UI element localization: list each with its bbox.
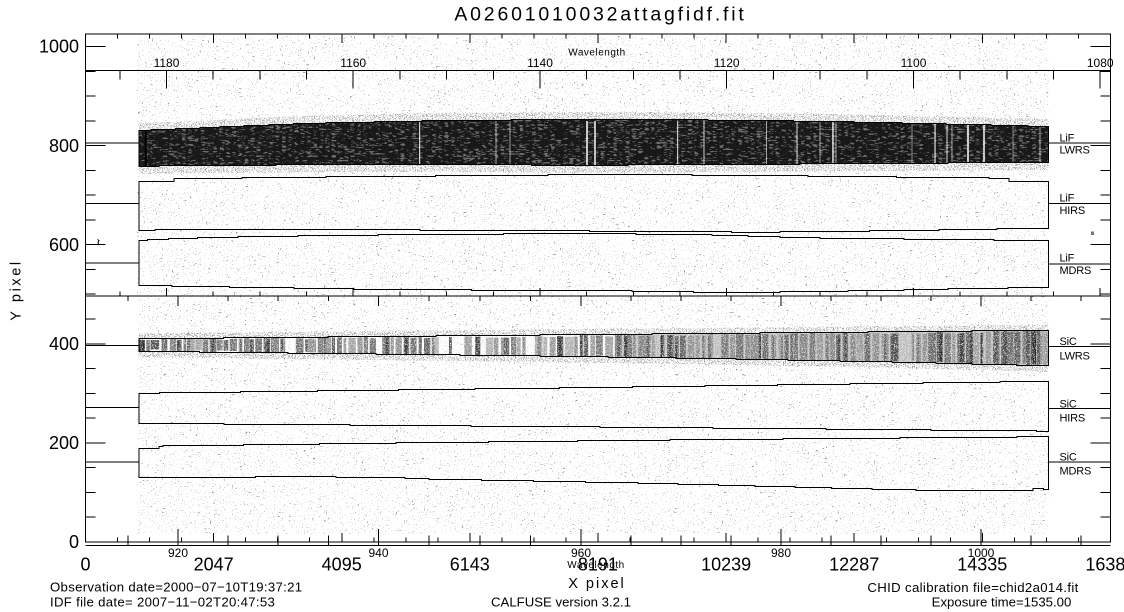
svg-text:1180: 1180 [154, 56, 180, 70]
svg-text:LWRS: LWRS [1060, 351, 1090, 363]
svg-text:1000: 1000 [968, 546, 995, 560]
svg-text:1120: 1120 [714, 56, 740, 70]
svg-text:10239: 10239 [701, 555, 751, 575]
svg-text:980: 980 [771, 546, 791, 560]
svg-text:Wavelength: Wavelength [568, 48, 625, 59]
svg-text:MDRS: MDRS [1060, 465, 1092, 477]
svg-text:LiF: LiF [1060, 193, 1075, 205]
svg-text:16383: 16383 [1085, 555, 1124, 575]
svg-text:LiF: LiF [1060, 253, 1075, 265]
svg-text:200: 200 [49, 433, 79, 453]
svg-text:1100: 1100 [901, 56, 927, 70]
svg-text:940: 940 [368, 546, 388, 560]
svg-text:0: 0 [80, 555, 90, 575]
svg-text:LWRS: LWRS [1060, 145, 1090, 157]
svg-text:600: 600 [49, 235, 79, 255]
svg-text:CHID calibration file=chid2a01: CHID calibration file=chid2a014.fit [867, 580, 1078, 595]
svg-text:14335: 14335 [957, 555, 1007, 575]
svg-text:MDRS: MDRS [1060, 265, 1092, 277]
svg-text:Y pixel: Y pixel [9, 259, 25, 320]
svg-text:IDF file date= 2007−11−02T20:4: IDF file date= 2007−11−02T20:47:53 [50, 595, 275, 610]
svg-text:12287: 12287 [829, 555, 879, 575]
svg-text:SiC: SiC [1060, 336, 1077, 348]
svg-text:6143: 6143 [450, 555, 490, 575]
svg-text:CALFUSE version 3.2.1: CALFUSE version 3.2.1 [491, 595, 631, 610]
svg-text:4095: 4095 [322, 555, 362, 575]
svg-text:X pixel: X pixel [568, 576, 626, 592]
svg-text:Exposure time=1535.00: Exposure time=1535.00 [932, 595, 1072, 610]
svg-text:HIRS: HIRS [1060, 205, 1085, 217]
svg-text:Observation date=2000−07−10T19: Observation date=2000−07−10T19:37:21 [50, 580, 302, 595]
svg-text:1140: 1140 [527, 56, 553, 70]
svg-text:Wavelength: Wavelength [567, 560, 624, 571]
svg-text:2047: 2047 [194, 555, 234, 575]
svg-text:A02601010032attagfidf.fit: A02601010032attagfidf.fit [454, 4, 746, 26]
svg-text:920: 920 [168, 546, 188, 560]
svg-text:LiF: LiF [1060, 133, 1075, 145]
svg-text:HIRS: HIRS [1060, 413, 1085, 425]
svg-text:SiC: SiC [1060, 451, 1077, 463]
svg-text:960: 960 [571, 546, 591, 560]
svg-text:1160: 1160 [340, 56, 366, 70]
svg-text:0: 0 [69, 532, 79, 552]
svg-text:SiC: SiC [1060, 399, 1077, 411]
svg-text:1000: 1000 [39, 37, 79, 57]
svg-text:800: 800 [49, 136, 79, 156]
svg-text:400: 400 [49, 334, 79, 354]
svg-text:1080: 1080 [1087, 56, 1114, 70]
svg-text:8191: 8191 [578, 555, 618, 575]
